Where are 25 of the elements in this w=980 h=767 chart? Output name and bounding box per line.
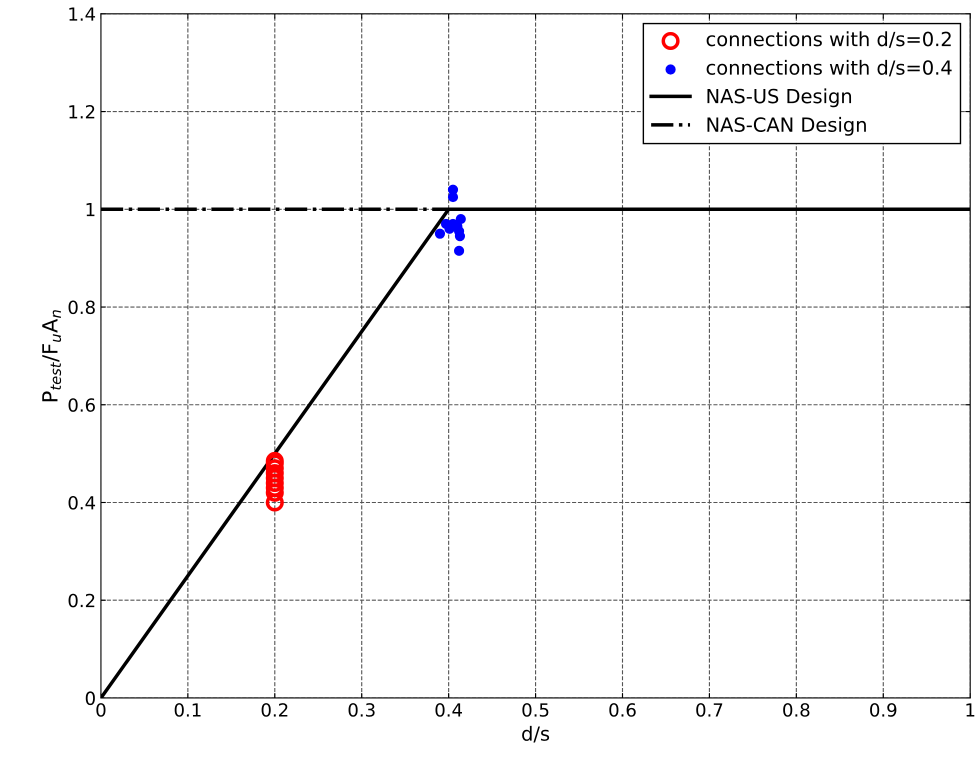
x-tick-label: 0.1 <box>174 703 201 717</box>
x-tick-label: 0.4 <box>435 703 462 717</box>
legend-label: connections with d/s=0.2 <box>706 31 951 48</box>
x-tick-label: 0.6 <box>609 703 636 717</box>
x-tick-label: 0.7 <box>696 703 722 717</box>
x-axis-title: d/s <box>522 726 550 742</box>
y-tick-label: 0 <box>86 691 95 706</box>
x-tick-label: 0.8 <box>783 703 810 717</box>
legend-label: NAS-US Design <box>707 88 852 108</box>
y-tick-label: 0.2 <box>68 594 94 608</box>
legend-label: connections with d/s=0.4 <box>706 60 952 76</box>
y-tick-label: 1.2 <box>69 105 94 118</box>
y-tick-label: 0.6 <box>68 398 95 412</box>
y-tick-label: 1 <box>86 202 94 216</box>
y-tick-label: 0.8 <box>68 300 95 314</box>
y-tick-label: 1.4 <box>69 8 96 21</box>
x-tick-label: 0.3 <box>348 703 375 717</box>
y-tick-label: 0.4 <box>68 496 96 510</box>
x-tick-label: 0.2 <box>262 703 288 717</box>
y-axis-title: P$_{test}$/F$_{u}$A$_{n}$ <box>42 310 62 402</box>
x-tick-label: 0 <box>96 703 106 717</box>
x-tick-label: 0.9 <box>870 703 896 717</box>
x-tick-label: 1 <box>966 703 974 717</box>
x-tick-label: 0.5 <box>522 703 548 717</box>
legend-label: NAS-CAN Design <box>707 116 866 136</box>
